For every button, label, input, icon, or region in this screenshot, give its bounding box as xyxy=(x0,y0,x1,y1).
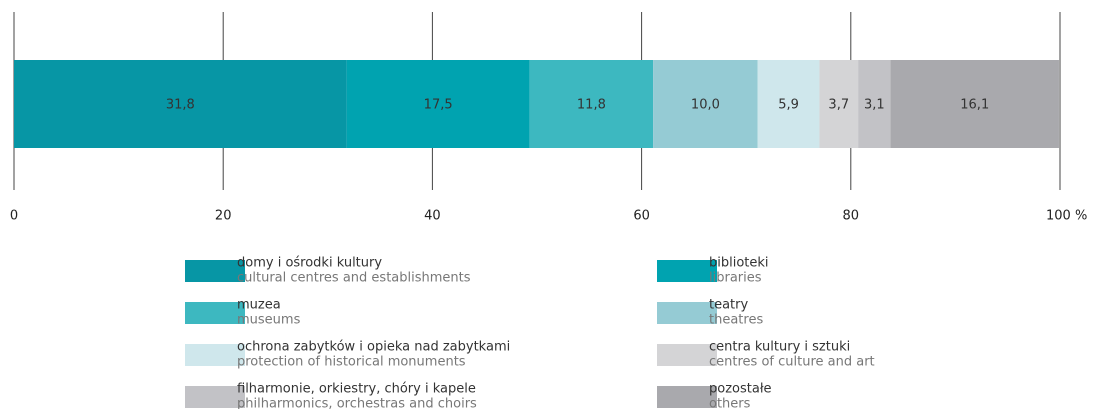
bar-segment xyxy=(14,60,347,148)
value-label: 3,1 xyxy=(864,98,885,113)
legend-swatch xyxy=(185,344,245,366)
x-tick-label: 20 xyxy=(215,209,232,224)
bar-segment xyxy=(529,60,654,148)
legend-swatch xyxy=(185,302,245,324)
legend-label-en: others xyxy=(709,397,751,409)
legend-label-en: protection of historical monuments xyxy=(237,355,466,370)
bar-segment xyxy=(819,60,859,148)
x-tick-label: 60 xyxy=(633,209,650,224)
value-label: 5,9 xyxy=(778,98,799,113)
x-tick-label: 0 xyxy=(10,209,18,224)
legend-label: centra kultury i sztuki xyxy=(709,340,850,355)
x-tick-label: 40 xyxy=(424,209,441,224)
legend-label-en: cultural centres and establishments xyxy=(237,271,471,286)
legend-label: biblioteki xyxy=(709,256,769,271)
x-tick-label: 100 % xyxy=(1046,209,1087,224)
legend-label: ochrona zabytków i opieka nad zabytkami xyxy=(237,340,510,355)
legend-label-en: centres of culture and art xyxy=(709,355,875,370)
legend-label: teatry xyxy=(709,298,749,313)
legend-swatch xyxy=(657,386,717,408)
bar-segment xyxy=(653,60,758,148)
value-label: 16,1 xyxy=(960,98,989,113)
legend-swatch xyxy=(657,302,717,324)
bar-segment xyxy=(890,60,1059,148)
legend-swatch xyxy=(185,260,245,282)
legend-label: filharmonie, orkiestry, chóry i kapele xyxy=(237,382,476,397)
legend-swatch xyxy=(657,260,717,282)
bar-segment xyxy=(757,60,820,148)
value-label: 10,0 xyxy=(691,98,720,113)
legend-label-en: theatres xyxy=(709,313,763,328)
legend-swatch xyxy=(657,344,717,366)
value-label: 11,8 xyxy=(577,98,606,113)
value-label: 17,5 xyxy=(424,98,453,113)
legend-label: muzea xyxy=(237,298,281,313)
x-tick-label: 80 xyxy=(843,209,860,224)
legend-label: domy i ośrodki kultury xyxy=(237,256,382,271)
legend-swatch xyxy=(185,386,245,408)
legend-label-en: philharmonics, orchestras and choirs xyxy=(237,397,477,409)
legend-label: pozostałe xyxy=(709,382,772,397)
value-label: 3,7 xyxy=(828,98,849,113)
legend-label-en: museums xyxy=(237,313,301,328)
legend-label-en: libraries xyxy=(709,271,762,286)
bar-segment xyxy=(858,60,891,148)
bar-segment xyxy=(346,60,530,148)
value-label: 31,8 xyxy=(166,98,195,113)
